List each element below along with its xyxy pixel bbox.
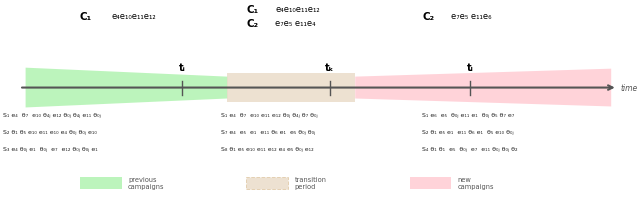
Text: e₇e₅ e₁₁e₄: e₇e₅ e₁₁e₄ xyxy=(275,19,316,28)
FancyBboxPatch shape xyxy=(410,177,451,189)
Text: S₄ θ₁ θ₁  e₅  θ₀ⱼ  e₇  e₁₁ θ₀ⱼ θ₀ⱼ θ₂: S₄ θ₁ θ₁ e₅ θ₀ⱼ e₇ e₁₁ θ₀ⱼ θ₀ⱼ θ₂ xyxy=(422,147,518,152)
Text: S₁ e₄  θ₇  e₁₀ e₁₁ e₁₂ θ₀ⱼ θ₄ⱼ θ₇ θ₀ⱼ: S₁ e₄ θ₇ e₁₀ e₁₁ e₁₂ θ₀ⱼ θ₄ⱼ θ₇ θ₀ⱼ xyxy=(221,113,317,118)
FancyBboxPatch shape xyxy=(246,177,288,189)
Text: previous
campaigns: previous campaigns xyxy=(128,177,164,190)
Text: S₃ e₄ θ₀ⱼ e₁  θ₀ⱼ  e₇  e₁₂ θ₀ⱼ θ₀ⱼ e₁: S₃ e₄ θ₀ⱼ e₁ θ₀ⱼ e₇ e₁₂ θ₀ⱼ θ₀ⱼ e₁ xyxy=(3,147,98,152)
Text: transition
period: transition period xyxy=(294,177,326,190)
Text: e₇e₅ e₁₁e₆: e₇e₅ e₁₁e₆ xyxy=(451,12,492,21)
Text: tₗ: tₗ xyxy=(467,63,474,73)
Text: S₂ θ₁ θ₅ e₁₀ e₁₁ e₁₀ e₄ θ₀ⱼ θ₀ⱼ e₁₀: S₂ θ₁ θ₅ e₁₀ e₁₁ e₁₀ e₄ θ₀ⱼ θ₀ⱼ e₁₀ xyxy=(3,130,97,135)
Polygon shape xyxy=(26,68,227,107)
Text: S₂ θ₁ e₅ e₁  e₁₁ θ₆ e₁  θ₅ e₁₀ θ₀ⱼ: S₂ θ₁ e₅ e₁ e₁₁ θ₆ e₁ θ₅ e₁₀ θ₀ⱼ xyxy=(422,130,514,135)
Text: C₂: C₂ xyxy=(422,12,435,22)
Text: tᵢ: tᵢ xyxy=(179,63,186,73)
Text: S₁ e₄  θ₇  e₁₀ θ₄ⱼ e₁₂ θ₀ⱼ θ₄ⱼ e₁₁ θ₀ⱼ: S₁ e₄ θ₇ e₁₀ θ₄ⱼ e₁₂ θ₀ⱼ θ₄ⱼ e₁₁ θ₀ⱼ xyxy=(3,113,101,118)
Text: e₄e₁₀e₁₁e₁₂: e₄e₁₀e₁₁e₁₂ xyxy=(275,5,320,15)
Text: e₄e₁₀e₁₁e₁₂: e₄e₁₀e₁₁e₁₂ xyxy=(112,12,157,21)
Text: C₂: C₂ xyxy=(246,19,259,29)
Text: S₇ e₄  e₅  e₁  e₁₁ θ₆ e₁  e₅ θ₀ⱼ θ₀ⱼ: S₇ e₄ e₅ e₁ e₁₁ θ₆ e₁ e₅ θ₀ⱼ θ₀ⱼ xyxy=(221,130,315,135)
Text: S₁ e₆  e₅  θ₀ⱼ e₁₁ e₁  θ₀ⱼ θ₅ θ₇ e₇: S₁ e₆ e₅ θ₀ⱼ e₁₁ e₁ θ₀ⱼ θ₅ θ₇ e₇ xyxy=(422,113,515,118)
Text: tₖ: tₖ xyxy=(325,63,334,73)
Text: new
campaigns: new campaigns xyxy=(458,177,494,190)
Text: time: time xyxy=(621,84,638,93)
Text: C₁: C₁ xyxy=(80,12,92,22)
Text: S₈ θ₁ e₅ e₁₀ e₁₁ e₁₂ e₄ e₅ θ₀ⱼ e₁₂: S₈ θ₁ e₅ e₁₀ e₁₁ e₁₂ e₄ e₅ θ₀ⱼ e₁₂ xyxy=(221,147,314,152)
Bar xyxy=(227,73,355,102)
Polygon shape xyxy=(355,69,611,106)
FancyBboxPatch shape xyxy=(80,177,122,189)
Text: C₁: C₁ xyxy=(246,5,259,15)
